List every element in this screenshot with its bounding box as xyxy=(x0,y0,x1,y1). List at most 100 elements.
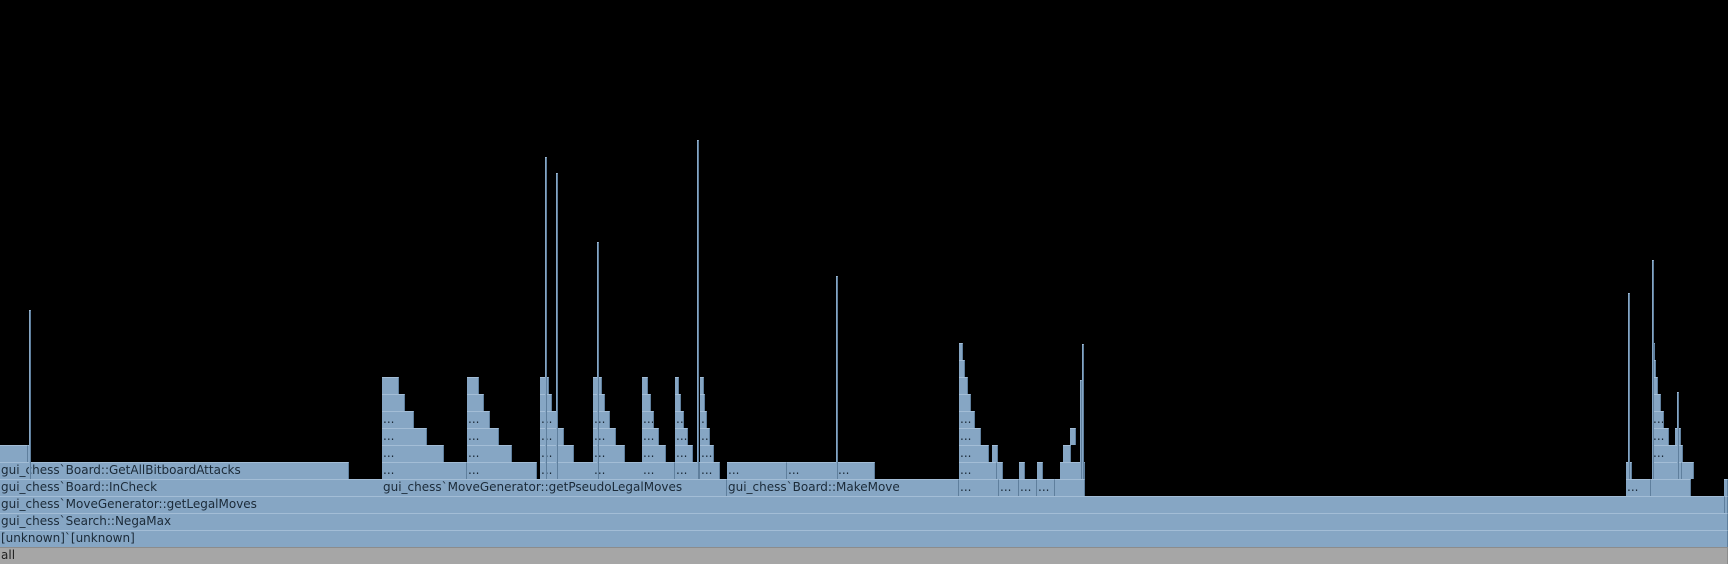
flame-frame[interactable]: ... xyxy=(837,462,875,479)
flame-frame[interactable] xyxy=(642,394,651,411)
flame-frame[interactable]: ... xyxy=(593,462,643,479)
flame-frame-spike[interactable] xyxy=(697,140,699,479)
flame-frame[interactable] xyxy=(1652,462,1682,479)
flame-frame[interactable]: ... xyxy=(642,428,659,445)
flame-frame[interactable]: ... xyxy=(540,462,595,479)
flame-frame[interactable]: ... xyxy=(959,462,997,479)
flame-frame[interactable] xyxy=(642,377,648,394)
flame-frame[interactable]: ... xyxy=(1652,428,1669,445)
flame-frame[interactable] xyxy=(675,377,679,394)
flame-frame[interactable]: ... xyxy=(382,411,414,428)
flame-frame[interactable]: ... xyxy=(540,428,564,445)
flame-frame[interactable]: ... xyxy=(700,428,710,445)
flame-frame[interactable]: ... xyxy=(675,428,688,445)
flame-frame[interactable] xyxy=(675,394,681,411)
flame-frame[interactable]: ... xyxy=(467,428,499,445)
flame-frame[interactable] xyxy=(467,394,484,411)
flame-frame[interactable]: ... xyxy=(1652,411,1664,428)
flame-frame[interactable] xyxy=(1060,462,1085,479)
flame-frame[interactable] xyxy=(1675,445,1683,462)
frame-getallbitboardattacks[interactable]: gui_chess`Board::GetAllBitboardAttacks xyxy=(0,462,349,479)
flame-frame[interactable] xyxy=(382,394,405,411)
flame-frame-spike[interactable] xyxy=(1080,380,1082,479)
flame-frame[interactable] xyxy=(1037,462,1043,479)
flame-frame[interactable]: ... xyxy=(540,411,557,428)
flame-frame[interactable]: ... xyxy=(382,462,467,479)
flame-frame-spike[interactable] xyxy=(29,310,31,479)
flame-frame[interactable] xyxy=(992,445,998,462)
frame-label: ... xyxy=(788,463,800,477)
flame-frame-spike[interactable] xyxy=(836,276,838,479)
flame-frame[interactable]: ... xyxy=(700,462,720,479)
flame-frame[interactable] xyxy=(700,394,705,411)
frame-label: gui_chess`Board::GetAllBitboardAttacks xyxy=(1,463,241,477)
flame-frame[interactable] xyxy=(1063,445,1071,462)
flame-frame[interactable] xyxy=(959,343,963,360)
flame-frame[interactable]: ... xyxy=(959,428,981,445)
flame-frame[interactable] xyxy=(0,445,28,462)
flame-frame[interactable] xyxy=(1651,479,1691,496)
flame-frame[interactable]: ... xyxy=(727,462,787,479)
flame-frame[interactable]: ... xyxy=(959,479,999,496)
flame-frame[interactable]: ... xyxy=(999,479,1019,496)
flame-frame[interactable]: ... xyxy=(959,411,975,428)
frame-label: ... xyxy=(676,412,684,426)
flame-frame[interactable] xyxy=(1055,479,1085,496)
flame-frame[interactable]: ... xyxy=(382,428,427,445)
flame-frame[interactable] xyxy=(959,377,968,394)
flame-frame[interactable]: ... xyxy=(642,411,654,428)
frame-label: ... xyxy=(960,463,972,477)
frame-getpseudolegalmoves[interactable]: gui_chess`MoveGenerator::getPseudoLegalM… xyxy=(382,479,727,496)
frame-getlegalmoves[interactable]: gui_chess`MoveGenerator::getLegalMoves xyxy=(0,496,1725,513)
flame-frame[interactable] xyxy=(1652,377,1658,394)
flame-frame[interactable] xyxy=(997,462,1003,479)
flame-frame[interactable]: ... xyxy=(787,462,837,479)
flame-frame[interactable]: ... xyxy=(1652,445,1676,462)
flame-frame[interactable]: ... xyxy=(642,445,666,462)
flame-frame[interactable] xyxy=(959,394,971,411)
flame-frame[interactable]: ... xyxy=(959,445,989,462)
flame-frame[interactable] xyxy=(1652,394,1661,411)
flame-frame[interactable] xyxy=(540,377,549,394)
flame-frame[interactable]: ... xyxy=(467,445,512,462)
frame-negamax[interactable]: gui_chess`Search::NegaMax xyxy=(0,513,1728,530)
flame-frame-spike[interactable] xyxy=(1628,293,1630,479)
frame-all[interactable]: all xyxy=(0,547,1728,564)
flame-frame[interactable]: ... xyxy=(467,462,537,479)
flame-frame[interactable]: ... xyxy=(700,445,714,462)
frame-unknown[interactable]: [unknown]`[unknown] xyxy=(0,530,1728,547)
frame-makemove[interactable]: gui_chess`Board::MakeMove xyxy=(727,479,959,496)
frame-label: ... xyxy=(383,463,395,477)
flame-frame[interactable]: ... xyxy=(642,462,675,479)
flame-frame[interactable]: ... xyxy=(593,411,610,428)
flame-frame[interactable] xyxy=(1019,462,1025,479)
flame-frame[interactable] xyxy=(467,377,479,394)
flame-frame[interactable]: ... xyxy=(675,411,684,428)
flame-frame[interactable] xyxy=(1682,462,1694,479)
flame-frame[interactable] xyxy=(700,377,704,394)
flame-frame[interactable]: ... xyxy=(1626,479,1651,496)
flame-frame-spike[interactable] xyxy=(597,242,599,479)
flame-frame[interactable]: ... xyxy=(700,411,707,428)
flame-frame-spike[interactable] xyxy=(545,157,547,479)
flame-frame-spike[interactable] xyxy=(1082,344,1084,479)
flame-frame[interactable] xyxy=(382,377,399,394)
frame-incheck[interactable]: gui_chess`Board::InCheck xyxy=(0,479,383,496)
flame-frame[interactable] xyxy=(959,360,965,377)
flame-frame-spike[interactable] xyxy=(1677,392,1679,479)
flame-frame[interactable]: ... xyxy=(467,411,490,428)
flame-frame[interactable] xyxy=(1070,428,1076,445)
flame-frame[interactable]: ... xyxy=(675,445,693,462)
flame-frame[interactable]: ... xyxy=(675,462,700,479)
flame-frame-spike[interactable] xyxy=(1652,260,1654,479)
frame-label: ... xyxy=(468,412,480,426)
flame-frame[interactable] xyxy=(1724,479,1728,496)
flame-frame[interactable]: ... xyxy=(1037,479,1055,496)
flame-frame[interactable]: ... xyxy=(382,445,444,462)
flame-frame[interactable] xyxy=(593,394,605,411)
flame-frame-spike[interactable] xyxy=(556,173,558,479)
flame-frame[interactable]: ... xyxy=(1019,479,1037,496)
flame-frame[interactable]: ... xyxy=(593,445,625,462)
frame-label: ... xyxy=(960,480,972,494)
flame-frame[interactable] xyxy=(1652,360,1656,377)
